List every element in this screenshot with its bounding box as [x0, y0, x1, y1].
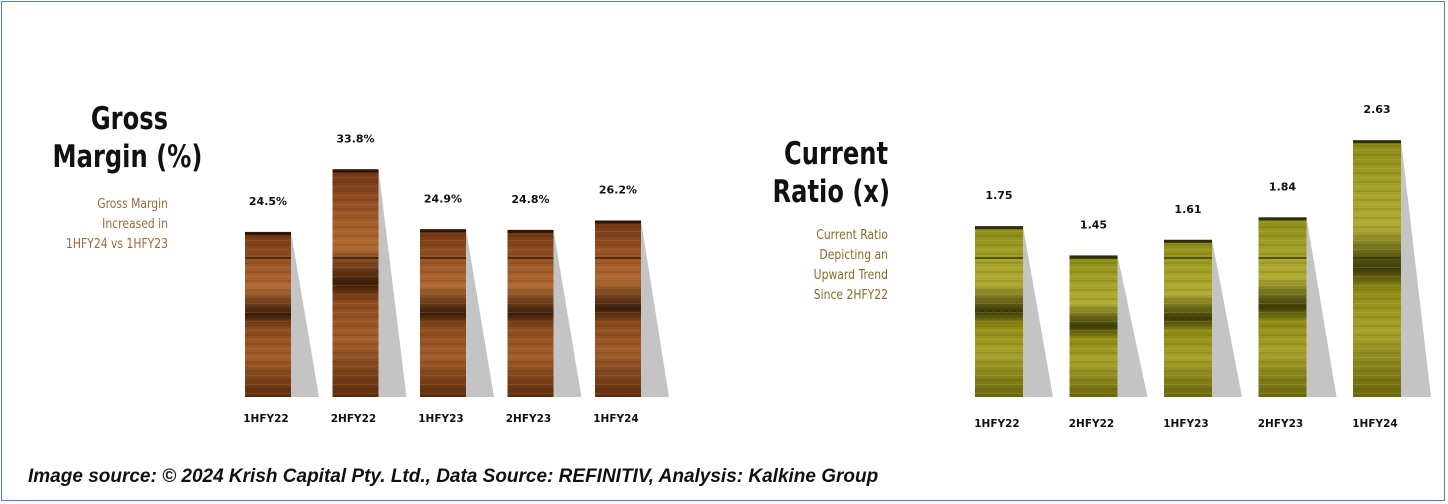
current-ratio-bar-shadow-4 [1401, 140, 1431, 398]
current-ratio-bar-shadow-3 [1306, 217, 1337, 397]
gross-margin-category-label-3: 2HFY23 [506, 413, 551, 425]
current-ratio-category-label-3: 2HFY23 [1258, 418, 1303, 430]
current-ratio-bar-top-edge-3 [1258, 217, 1307, 221]
current-ratio-title-line-2: Ratio (x) [772, 174, 891, 210]
current-ratio-bar-seam-2 [1164, 257, 1212, 259]
current-ratio-bar-seam-4 [1353, 257, 1401, 259]
current-ratio-category-label-2: 1HFY23 [1163, 418, 1208, 430]
gross-margin-bar-top-edge-1 [332, 169, 379, 173]
gross-margin-title-line-2: Margin (%) [52, 139, 203, 175]
gross-margin-value-label-3: 24.8% [511, 193, 549, 206]
current-ratio-bar-grain-2 [1164, 239, 1212, 397]
current-ratio-note-line-4: Since 2HFY22 [813, 287, 888, 303]
current-ratio-category-label-1: 2HFY22 [1069, 418, 1114, 430]
gross-margin-bar-grain-2 [420, 229, 466, 397]
current-ratio-bar-shadow-1 [1117, 255, 1148, 397]
gross-margin-bar-grain-4 [595, 220, 641, 397]
current-ratio-bar-top-edge-2 [1164, 239, 1212, 243]
current-ratio-note-line-2: Depicting an [819, 247, 888, 263]
gross-margin-title-block: Gross Margin (%) Gross Margin Increased … [20, 100, 203, 254]
current-ratio-bar-seam-0 [975, 257, 1023, 259]
current-ratio-category-label-4: 1HFY24 [1352, 418, 1397, 430]
gross-margin-bar-shadow-4 [641, 220, 669, 397]
gross-margin-value-label-1: 33.8% [336, 132, 374, 145]
gross-margin-title-line-1: Gross [90, 101, 168, 137]
current-ratio-bar-top-edge-0 [975, 226, 1023, 230]
current-ratio-bar-grain-1 [1069, 255, 1118, 397]
gross-margin-value-label-4: 26.2% [599, 183, 637, 196]
current-ratio-bar-top-edge-4 [1353, 140, 1401, 144]
current-ratio-bar-top-edge-1 [1069, 255, 1118, 259]
current-ratio-title-block: Current Ratio (x) Current Ratio Depictin… [740, 135, 891, 305]
gross-margin-bar-top-edge-3 [507, 229, 554, 233]
gross-margin-bar-grain-3 [507, 229, 554, 397]
gross-margin-bar-seam-0 [245, 257, 291, 259]
gross-margin-bar-shadow-0 [291, 231, 319, 397]
current-ratio-bar-shadow-0 [1023, 226, 1053, 397]
current-ratio-category-label-0: 1HFY22 [974, 418, 1019, 430]
gross-margin-bar-grain-0 [245, 231, 291, 397]
gross-margin-bar-seam-4 [595, 257, 641, 259]
gross-margin-category-label-4: 1HFY24 [593, 413, 638, 425]
gross-margin-category-label-0: 1HFY22 [243, 413, 288, 425]
gross-margin-bar-top-edge-2 [420, 229, 466, 233]
current-ratio-bars: 1.75 1HFY22 1.45 2HFY22 1.61 1HFY23 1.84 2HFY23… [974, 103, 1431, 430]
current-ratio-value-label-2: 1.61 [1174, 203, 1201, 216]
current-ratio-note: Current Ratio Depicting an Upward Trend … [740, 225, 888, 305]
current-ratio-note-line-3: Upward Trend [813, 267, 888, 283]
current-ratio-value-label-4: 2.63 [1363, 103, 1390, 116]
current-ratio-note-line-1: Current Ratio [816, 227, 888, 243]
current-ratio-value-label-0: 1.75 [985, 189, 1012, 202]
gross-margin-bars: 24.5% 1HFY22 33.8% 2HFY22 24.9% 1HFY23 24.8% 2H… [243, 132, 669, 425]
gross-margin-bar-top-edge-4 [595, 220, 641, 224]
gross-margin-bar-shadow-3 [553, 229, 582, 397]
gross-margin-note-line-2: Increased in [102, 216, 168, 232]
gross-margin-note-line-3: 1HFY24 vs 1HFY23 [66, 236, 168, 252]
current-ratio-value-label-1: 1.45 [1080, 218, 1107, 231]
gross-margin-bar-seam-1 [332, 257, 379, 259]
gross-margin-value-label-2: 24.9% [424, 192, 462, 205]
current-ratio-value-label-3: 1.84 [1269, 180, 1296, 193]
current-ratio-bar-shadow-2 [1212, 239, 1242, 397]
gross-margin-category-label-1: 2HFY22 [331, 413, 376, 425]
gross-margin-note-line-1: Gross Margin [97, 196, 168, 212]
gross-margin-bar-seam-3 [507, 257, 554, 259]
source-footer: Image source: © 2024 Krish Capital Pty. … [28, 466, 879, 487]
gross-margin-bar-top-edge-0 [245, 231, 291, 235]
gross-margin-bar-shadow-2 [466, 229, 494, 397]
current-ratio-title-line-1: Current [784, 136, 888, 172]
current-ratio-bar-seam-1 [1069, 257, 1118, 259]
current-ratio-bar-seam-3 [1258, 257, 1307, 259]
gross-margin-note: Gross Margin Increased in 1HFY24 vs 1HFY… [20, 194, 168, 254]
gross-margin-bar-grain-1 [332, 169, 379, 397]
current-ratio-bar-grain-3 [1258, 217, 1307, 397]
current-ratio-bar-grain-0 [975, 226, 1023, 397]
gross-margin-bar-seam-2 [420, 257, 466, 259]
gross-margin-category-label-2: 1HFY23 [418, 413, 463, 425]
current-ratio-bar-grain-4 [1353, 140, 1401, 398]
gross-margin-bar-shadow-1 [378, 169, 407, 397]
gross-margin-value-label-0: 24.5% [249, 195, 287, 208]
